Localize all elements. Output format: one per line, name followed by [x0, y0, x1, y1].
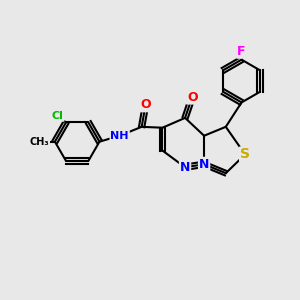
Text: Cl: Cl [52, 111, 64, 121]
Text: N: N [199, 158, 209, 171]
Text: O: O [187, 91, 197, 103]
Text: CH₃: CH₃ [30, 137, 49, 147]
Text: F: F [237, 45, 246, 58]
Text: NH: NH [110, 131, 129, 141]
Text: O: O [140, 98, 151, 111]
Text: N: N [180, 161, 190, 174]
Text: S: S [240, 148, 250, 161]
